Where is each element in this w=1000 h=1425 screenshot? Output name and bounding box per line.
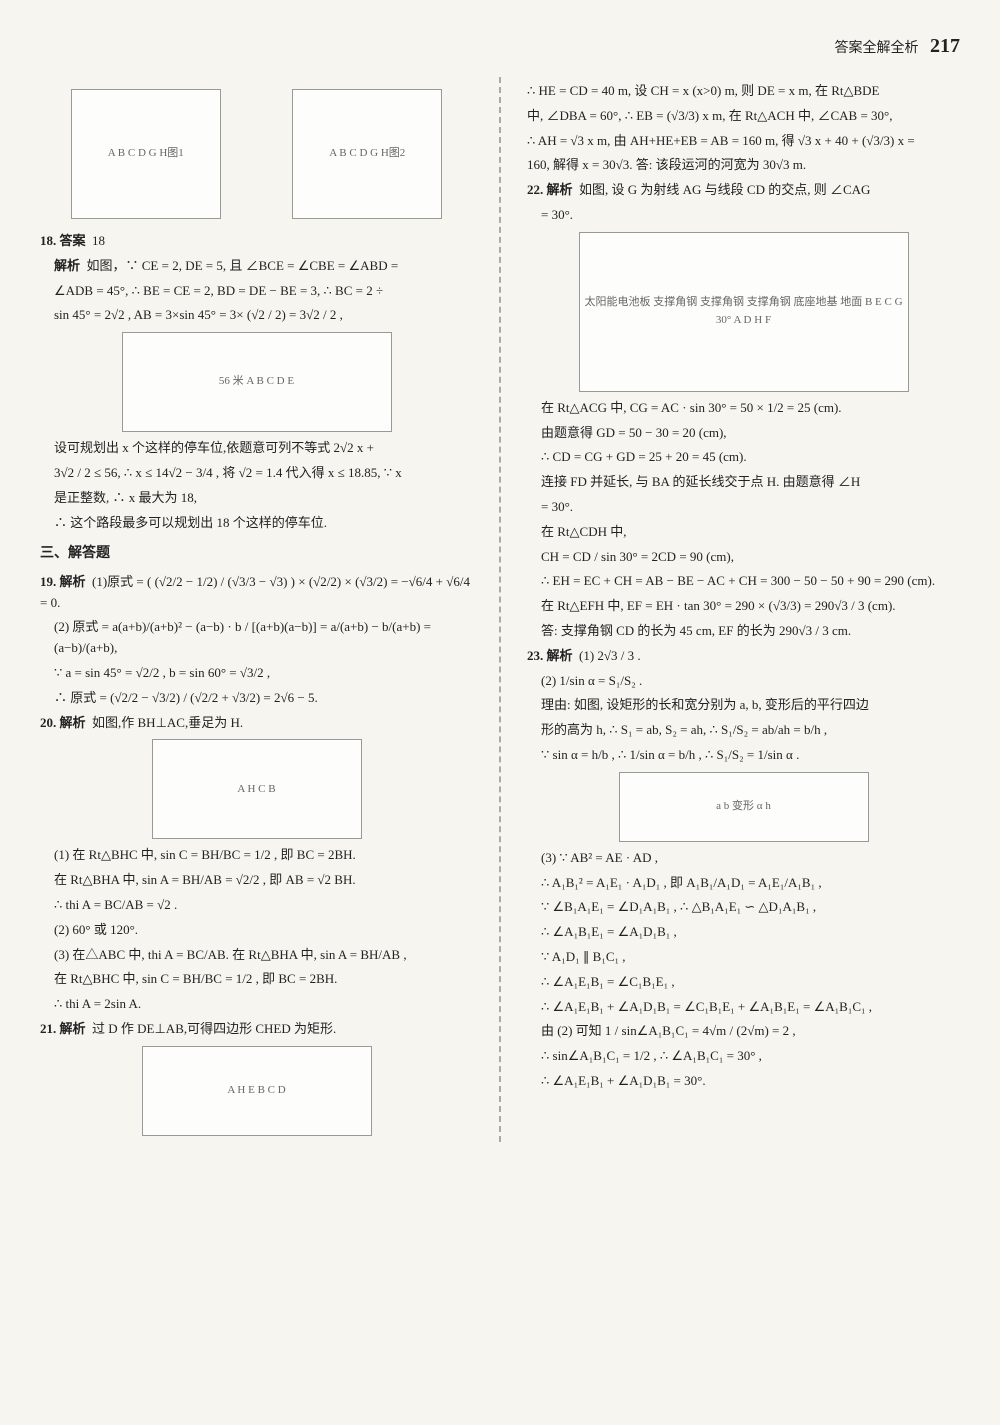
q18-exp-1: 解析 如图，∵ CE = 2, DE = 5, 且 ∠BCE = ∠CBE = … — [54, 256, 473, 277]
figure-2: A B C D G H 图2 — [292, 89, 442, 219]
q20-label: 20. — [40, 715, 56, 730]
q23-p3e: ∵ A₁D₁ ∥ B₁C₁ , — [541, 947, 960, 968]
column-divider — [499, 77, 501, 1142]
figure-1-labels: A B C D G H — [108, 145, 168, 163]
q20-p4: (2) 60° 或 120°. — [54, 920, 473, 941]
q22-l4: 连接 FD 并延长, 与 BA 的延长线交于点 H. 由题意得 ∠H — [541, 472, 960, 493]
q22-l6: 在 Rt△CDH 中, — [541, 522, 960, 543]
q20-p3: ∴ thi A = BC/AB = √2 . — [54, 895, 473, 916]
q19-p1: (1)原式 = ( (√2/2 − 1/2) / (√3/3 − √3) ) ×… — [40, 574, 470, 610]
q23-p3j: ∴ ∠A₁E₁B₁ + ∠A₁D₁B₁ = 30°. — [541, 1071, 960, 1092]
q23-p3a: (3) ∵ AB² = AE · AD , — [541, 848, 960, 869]
q18-l2: ∠ADB = 45°, ∴ BE = CE = 2, BD = DE − BE … — [54, 281, 473, 302]
two-column-layout: A B C D G H 图1 A B C D G H 图2 18. 答案 18 … — [40, 77, 960, 1142]
q22-l5: = 30°. — [541, 497, 960, 518]
q21-figure-text: A H E B C D — [227, 1082, 285, 1100]
q18-top-figures: A B C D G H 图1 A B C D G H 图2 — [40, 83, 473, 225]
q23-p3i: ∴ sin∠A₁B₁C₁ = 1/2 , ∴ ∠A₁B₁C₁ = 30° , — [541, 1046, 960, 1067]
q22-l9: 在 Rt△EFH 中, EF = EH · tan 30° = 290 × (√… — [541, 596, 960, 617]
q20-exp-label: 解析 — [60, 715, 86, 730]
q23-exp-label: 解析 — [547, 648, 573, 663]
q18-exp-label: 解析 — [54, 258, 80, 273]
q23-p1: (1) 2√3 / 3 . — [579, 648, 641, 663]
figure-1-caption: 图1 — [167, 145, 184, 163]
q18-parking-figure-text: 56 米 A B C D E — [219, 373, 294, 391]
figure-2-caption: 图2 — [389, 145, 406, 163]
q18-label: 18. — [40, 233, 56, 248]
left-column: A B C D G H 图1 A B C D G H 图2 18. 答案 18 … — [40, 77, 473, 1142]
q18-l3: sin 45° = 2√2 , AB = 3×sin 45° = 3× (√2 … — [54, 305, 473, 326]
q22-line: 22. 解析 如图, 设 G 为射线 AG 与线段 CD 的交点, 则 ∠CAG — [527, 180, 960, 201]
q20-intro: 如图,作 BH⊥AC,垂足为 H. — [92, 715, 243, 730]
q23-p3d: ∴ ∠A₁B₁E₁ = ∠A₁D₁B₁ , — [541, 922, 960, 943]
q22-l7: CH = CD / sin 30° = 2CD = 90 (cm), — [541, 547, 960, 568]
q20-line: 20. 解析 如图,作 BH⊥AC,垂足为 H. — [40, 713, 473, 734]
q18-l4: 设可规划出 x 个这样的停车位,依题意可列不等式 2√2 x + — [54, 438, 473, 459]
q20-p1: (1) 在 Rt△BHC 中, sin C = BH/BC = 1/2 , 即 … — [54, 845, 473, 866]
q23-figure-text: a b 变形 α h — [716, 798, 771, 816]
q22-label: 22. — [527, 182, 543, 197]
q18-ans-label: 答案 — [60, 233, 86, 248]
q23-p3c: ∵ ∠B₁A₁E₁ = ∠D₁A₁B₁ , ∴ △B₁A₁E₁ ∽ △D₁A₁B… — [541, 897, 960, 918]
q18-l6: 是正整数, ∴ x 最大为 18, — [54, 488, 473, 509]
header-title: 答案全解全析 — [835, 41, 919, 56]
q22-exp-label: 解析 — [547, 182, 573, 197]
q23-p3f: ∴ ∠A₁E₁B₁ = ∠C₁B₁E₁ , — [541, 972, 960, 993]
q20-p6: 在 Rt△BHC 中, sin C = BH/BC = 1/2 , 即 BC =… — [54, 969, 473, 990]
q22-l10: 答: 支撑角钢 CD 的长为 45 cm, EF 的长为 290√3 / 3 c… — [541, 621, 960, 642]
q22-l2: 由题意得 GD = 50 − 30 = 20 (cm), — [541, 423, 960, 444]
q21-figure: A H E B C D — [142, 1046, 372, 1136]
q23-figure: a b 变形 α h — [619, 772, 869, 842]
q19-p2a: (2) 原式 = a(a+b)/(a+b)² − (a−b) · b / [(a… — [54, 617, 473, 659]
q20-figure-text: A H C B — [237, 781, 275, 799]
q21-intro: 过 D 作 DE⊥AB,可得四边形 CHED 为矩形. — [92, 1021, 336, 1036]
q23-p3b: ∴ A₁B₁² = A₁E₁ · A₁D₁ , 即 A₁B₁/A₁D₁ = A₁… — [541, 873, 960, 894]
section-3-heading: 三、解答题 — [40, 543, 473, 565]
q23-p2b: 理由: 如图, 设矩形的长和宽分别为 a, b, 变形后的平行四边 — [541, 695, 960, 716]
q18-l7: ∴ 这个路段最多可以规划出 18 个这样的停车位. — [54, 513, 473, 534]
q23-line: 23. 解析 (1) 2√3 / 3 . — [527, 646, 960, 667]
q18-l5: 3√2 / 2 ≤ 56, ∴ x ≤ 14√2 − 3/4 , 将 √2 = … — [54, 463, 473, 484]
page-number: 217 — [930, 35, 960, 57]
figure-2-labels: A B C D G H — [329, 145, 389, 163]
q18-l1: 如图，∵ CE = 2, DE = 5, 且 ∠BCE = ∠CBE = ∠AB… — [87, 258, 399, 273]
q18-ans: 18 — [92, 233, 105, 248]
q19-label: 19. — [40, 574, 56, 589]
q22-l8: ∴ EH = EC + CH = AB − BE − AC + CH = 300… — [541, 571, 960, 592]
q19-p2c: ∴ 原式 = (√2/2 − √3/2) / (√2/2 + √3/2) = 2… — [54, 688, 473, 709]
r-cont-l1: ∴ HE = CD = 40 m, 设 CH = x (x>0) m, 则 DE… — [527, 81, 960, 102]
q21-exp-label: 解析 — [60, 1021, 86, 1036]
q23-p2d: ∵ sin α = h/b , ∴ 1/sin α = b/h , ∴ S₁/S… — [541, 745, 960, 766]
figure-1: A B C D G H 图1 — [71, 89, 221, 219]
q22-intro1: 如图, 设 G 为射线 AG 与线段 CD 的交点, 则 ∠CAG — [579, 182, 870, 197]
q22-l3: ∴ CD = CG + GD = 25 + 20 = 45 (cm). — [541, 447, 960, 468]
q20-p2: 在 Rt△BHA 中, sin A = BH/AB = √2/2 , 即 AB … — [54, 870, 473, 891]
q23-p3h: 由 (2) 可知 1 / sin∠A₁B₁C₁ = 4√m / (2√m) = … — [541, 1021, 960, 1042]
q20-p5: (3) 在△ABC 中, thi A = BC/AB. 在 Rt△BHA 中, … — [54, 945, 473, 966]
q23-p2c: 形的高为 h, ∴ S₁ = ab, S₂ = ah, ∴ S₁/S₂ = ab… — [541, 720, 960, 741]
q22-figure-labels: 太阳能电池板 支撑角钢 支撑角钢 支撑角钢 底座地基 地面 B E C G 30… — [584, 294, 904, 329]
q18-answer-line: 18. 答案 18 — [40, 231, 473, 252]
q23-label: 23. — [527, 648, 543, 663]
q21-label: 21. — [40, 1021, 56, 1036]
q18-parking-figure: 56 米 A B C D E — [122, 332, 392, 432]
right-column: ∴ HE = CD = 40 m, 设 CH = x (x>0) m, 则 DE… — [527, 77, 960, 1142]
r-cont-l4: 160, 解得 x = 30√3. 答: 该段运河的河宽为 30√3 m. — [527, 155, 960, 176]
r-cont-l2: 中, ∠DBA = 60°, ∴ EB = (√3/3) x m, 在 Rt△A… — [527, 106, 960, 127]
q20-figure: A H C B — [152, 739, 362, 839]
q23-p3g: ∴ ∠A₁E₁B₁ + ∠A₁D₁B₁ = ∠C₁B₁E₁ + ∠A₁B₁E₁ … — [541, 997, 960, 1018]
q22-intro2: = 30°. — [541, 205, 960, 226]
q23-p2a: (2) 1/sin α = S₁/S₂ . — [541, 671, 960, 692]
q22-l1: 在 Rt△ACG 中, CG = AC · sin 30° = 50 × 1/2… — [541, 398, 960, 419]
q19-line: 19. 解析 (1)原式 = ( (√2/2 − 1/2) / (√3/3 − … — [40, 572, 473, 614]
q21-line: 21. 解析 过 D 作 DE⊥AB,可得四边形 CHED 为矩形. — [40, 1019, 473, 1040]
q19-exp-label: 解析 — [60, 574, 86, 589]
q20-p7: ∴ thi A = 2sin A. — [54, 994, 473, 1015]
q19-p2b: ∵ a = sin 45° = √2/2 , b = sin 60° = √3/… — [54, 663, 473, 684]
page-header: 答案全解全析 217 — [40, 30, 960, 62]
r-cont-l3: ∴ AH = √3 x m, 由 AH+HE+EB = AB = 160 m, … — [527, 131, 960, 152]
q22-figure: 太阳能电池板 支撑角钢 支撑角钢 支撑角钢 底座地基 地面 B E C G 30… — [579, 232, 909, 392]
